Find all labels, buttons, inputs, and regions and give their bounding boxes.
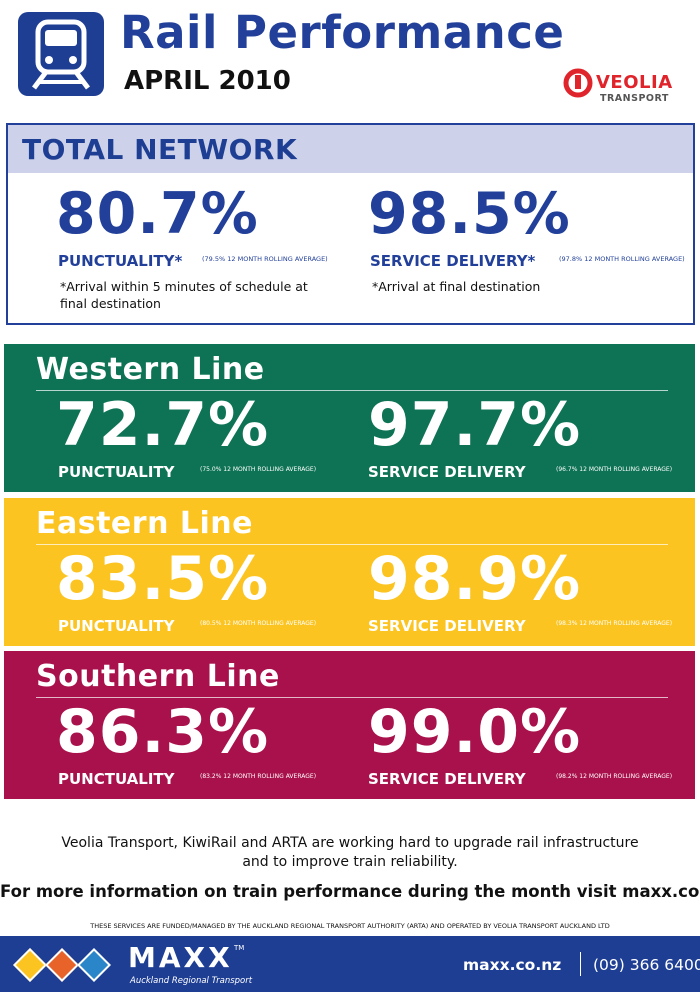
- total-network-panel: TOTAL NETWORK 80.7% PUNCTUALITY* (79.5% …: [6, 123, 695, 325]
- western-punctuality-value: 72.7%: [56, 390, 270, 460]
- total-punctuality-rolling: (79.5% 12 MONTH ROLLING AVERAGE): [202, 255, 328, 263]
- eastern-punctuality-label: PUNCTUALITY: [58, 617, 175, 635]
- eastern-line-panel: Eastern Line 83.5% PUNCTUALITY (80.5% 12…: [4, 498, 695, 646]
- total-network-heading: TOTAL NETWORK: [22, 133, 298, 166]
- divider: [36, 390, 668, 391]
- bottom-bar: MAXX TM Auckland Regional Transport maxx…: [0, 936, 700, 992]
- southern-line-panel: Southern Line 86.3% PUNCTUALITY (83.2% 1…: [4, 651, 695, 799]
- train-icon: [45, 948, 79, 982]
- bus-icon: [13, 948, 47, 982]
- total-punctuality-note: *Arrival within 5 minutes of schedule at…: [60, 279, 308, 311]
- website-link[interactable]: maxx.co.nz: [463, 956, 562, 974]
- southern-service-rolling: (98.2% 12 MONTH ROLLING AVERAGE): [556, 773, 673, 780]
- eastern-punctuality-value: 83.5%: [56, 544, 270, 614]
- western-punctuality-label: PUNCTUALITY: [58, 463, 175, 481]
- western-service-value: 97.7%: [368, 390, 582, 460]
- southern-punctuality-rolling: (83.2% 12 MONTH ROLLING AVERAGE): [200, 773, 317, 780]
- funding-notice: THESE SERVICES ARE FUNDED/MANAGED BY THE…: [90, 922, 610, 930]
- more-info-text: For more information on train performanc…: [0, 882, 700, 901]
- eastern-service-value: 98.9%: [368, 544, 582, 614]
- western-line-title: Western Line: [36, 352, 265, 387]
- maxx-trademark: TM: [234, 944, 245, 952]
- total-service-rolling: (97.8% 12 MONTH ROLLING AVERAGE): [559, 255, 685, 263]
- eastern-line-title: Eastern Line: [36, 506, 253, 541]
- western-service-rolling: (96.7% 12 MONTH ROLLING AVERAGE): [556, 466, 673, 473]
- eastern-punctuality-rolling: (80.5% 12 MONTH ROLLING AVERAGE): [200, 620, 317, 627]
- ferry-icon: [77, 948, 111, 982]
- western-line-panel: Western Line 72.7% PUNCTUALITY (75.0% 12…: [4, 344, 695, 492]
- total-service-label: SERVICE DELIVERY*: [370, 252, 536, 270]
- eastern-service-label: SERVICE DELIVERY: [368, 617, 526, 635]
- veolia-sub: TRANSPORT: [600, 93, 669, 104]
- veolia-logo: VEOLIA TRANSPORT: [562, 66, 687, 110]
- total-service-note: *Arrival at final destination: [372, 279, 541, 294]
- info-message-line1: Veolia Transport, KiwiRail and ARTA are …: [61, 835, 639, 851]
- info-message-line2: and to improve train reliability.: [242, 854, 458, 870]
- phone-number: (09) 366 6400: [593, 956, 700, 974]
- southern-punctuality-value: 86.3%: [56, 697, 270, 767]
- total-network-header: TOTAL NETWORK: [8, 125, 693, 173]
- southern-service-label: SERVICE DELIVERY: [368, 770, 526, 788]
- western-service-label: SERVICE DELIVERY: [368, 463, 526, 481]
- southern-line-title: Southern Line: [36, 659, 280, 694]
- report-month: APRIL 2010: [124, 66, 291, 96]
- maxx-tagline: Auckland Regional Transport: [130, 976, 253, 986]
- maxx-logo: MAXX: [128, 941, 233, 974]
- divider: [36, 544, 668, 545]
- western-punctuality-rolling: (75.0% 12 MONTH ROLLING AVERAGE): [200, 466, 317, 473]
- total-punctuality-label: PUNCTUALITY*: [58, 252, 183, 270]
- veolia-name: VEOLIA: [596, 72, 673, 93]
- eastern-service-rolling: (98.3% 12 MONTH ROLLING AVERAGE): [556, 620, 673, 627]
- page-title: Rail Performance: [120, 6, 565, 59]
- total-service-value: 98.5%: [368, 181, 571, 247]
- train-icon: [18, 12, 104, 96]
- veolia-logo-icon: [563, 68, 593, 98]
- southern-punctuality-label: PUNCTUALITY: [58, 770, 175, 788]
- total-punctuality-value: 80.7%: [56, 181, 259, 247]
- divider: [36, 697, 668, 698]
- divider: [580, 952, 581, 976]
- southern-service-value: 99.0%: [368, 697, 582, 767]
